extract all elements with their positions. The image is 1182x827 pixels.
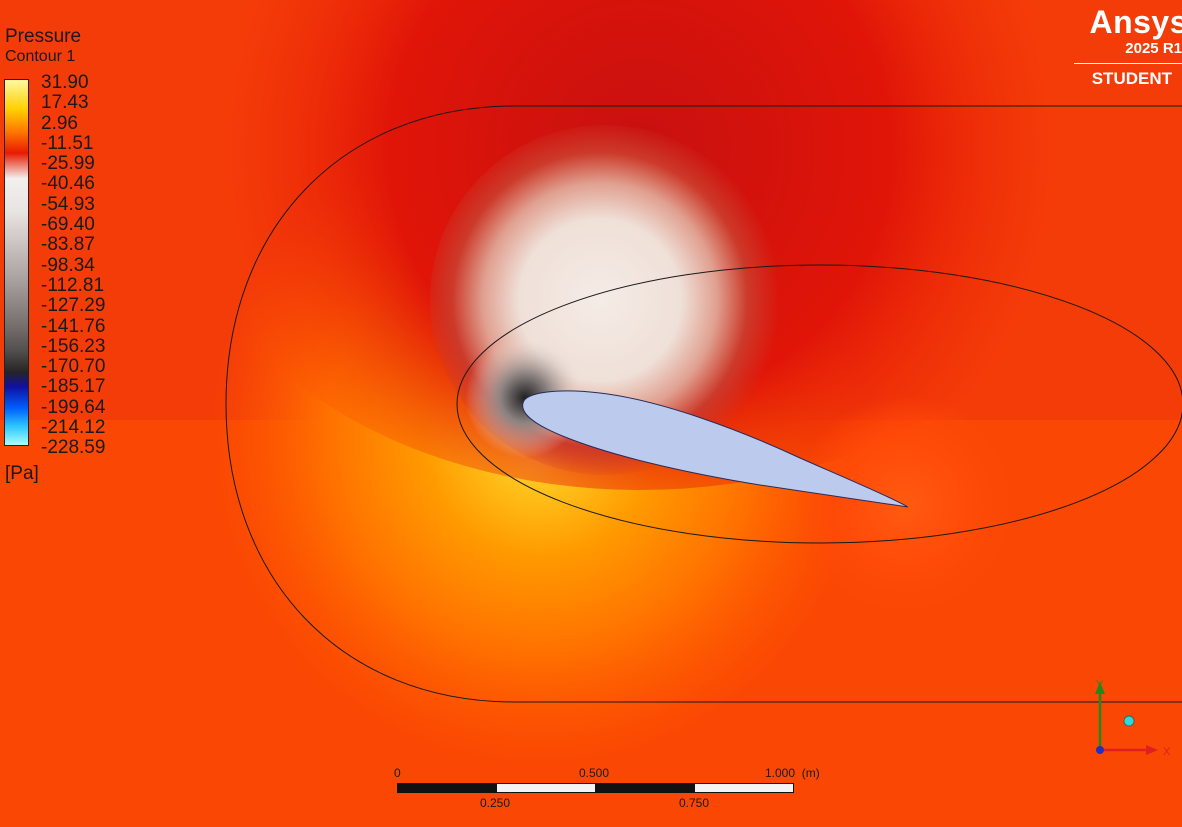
scale-label-0750: 0.750: [679, 796, 710, 810]
inner-region-boundary: [456, 264, 1182, 544]
legend-tick: -54.93: [41, 193, 95, 215]
legend-ticks: 31.90 17.43 2.96 -11.51 -25.99 -40.46 -54.93 -6…: [41, 72, 106, 459]
legend-tick: -214.12: [41, 417, 106, 439]
x-axis-label: X: [1163, 746, 1171, 758]
legend-subtitle: Contour 1: [5, 48, 76, 65]
legend-tick: -112.81: [41, 274, 105, 296]
ansys-brand: Ansys 2025 R1 STUDENT: [1074, 4, 1182, 89]
legend-tick: -40.46: [41, 173, 95, 195]
legend-tick: -228.59: [41, 437, 106, 459]
brand-name: Ansys: [1089, 4, 1182, 40]
scale-bar: [397, 783, 794, 793]
scale-label-0: 0: [394, 766, 401, 780]
legend-tick: 17.43: [41, 92, 89, 114]
legend-tick: -98.34: [41, 254, 95, 276]
scale-label-0500: 0.500: [579, 766, 610, 780]
legend-tick: -185.17: [41, 376, 106, 398]
legend-tick: -170.70: [41, 356, 106, 378]
airfoil: [522, 390, 909, 508]
legend-tick: -141.76: [41, 315, 106, 337]
legend-tick: -11.51: [41, 132, 94, 154]
legend-tick: -25.99: [41, 153, 95, 175]
color-bar: [4, 79, 29, 446]
brand-divider: [1074, 63, 1182, 64]
legend-tick: -156.23: [41, 335, 106, 357]
legend-tick: -199.64: [41, 396, 106, 418]
legend-tick: -69.40: [41, 214, 95, 236]
brand-version: 2025 R1: [1125, 40, 1182, 57]
legend-tick: -127.29: [41, 295, 106, 317]
legend-tick: -83.87: [41, 234, 95, 256]
domain-boundary: [225, 105, 1182, 703]
scale-label-0250: 0.250: [480, 796, 511, 810]
legend-tick: 31.90: [41, 72, 89, 93]
legend-tick: 2.96: [41, 112, 78, 134]
y-axis-label: Y: [1096, 679, 1104, 691]
legend-title: Pressure: [5, 26, 82, 47]
legend-unit: [Pa]: [5, 463, 39, 484]
brand-edition: STUDENT: [1091, 69, 1172, 88]
scale-label-1000: 1.000 (m): [765, 766, 820, 780]
axis-triad: Y X: [1095, 679, 1171, 758]
